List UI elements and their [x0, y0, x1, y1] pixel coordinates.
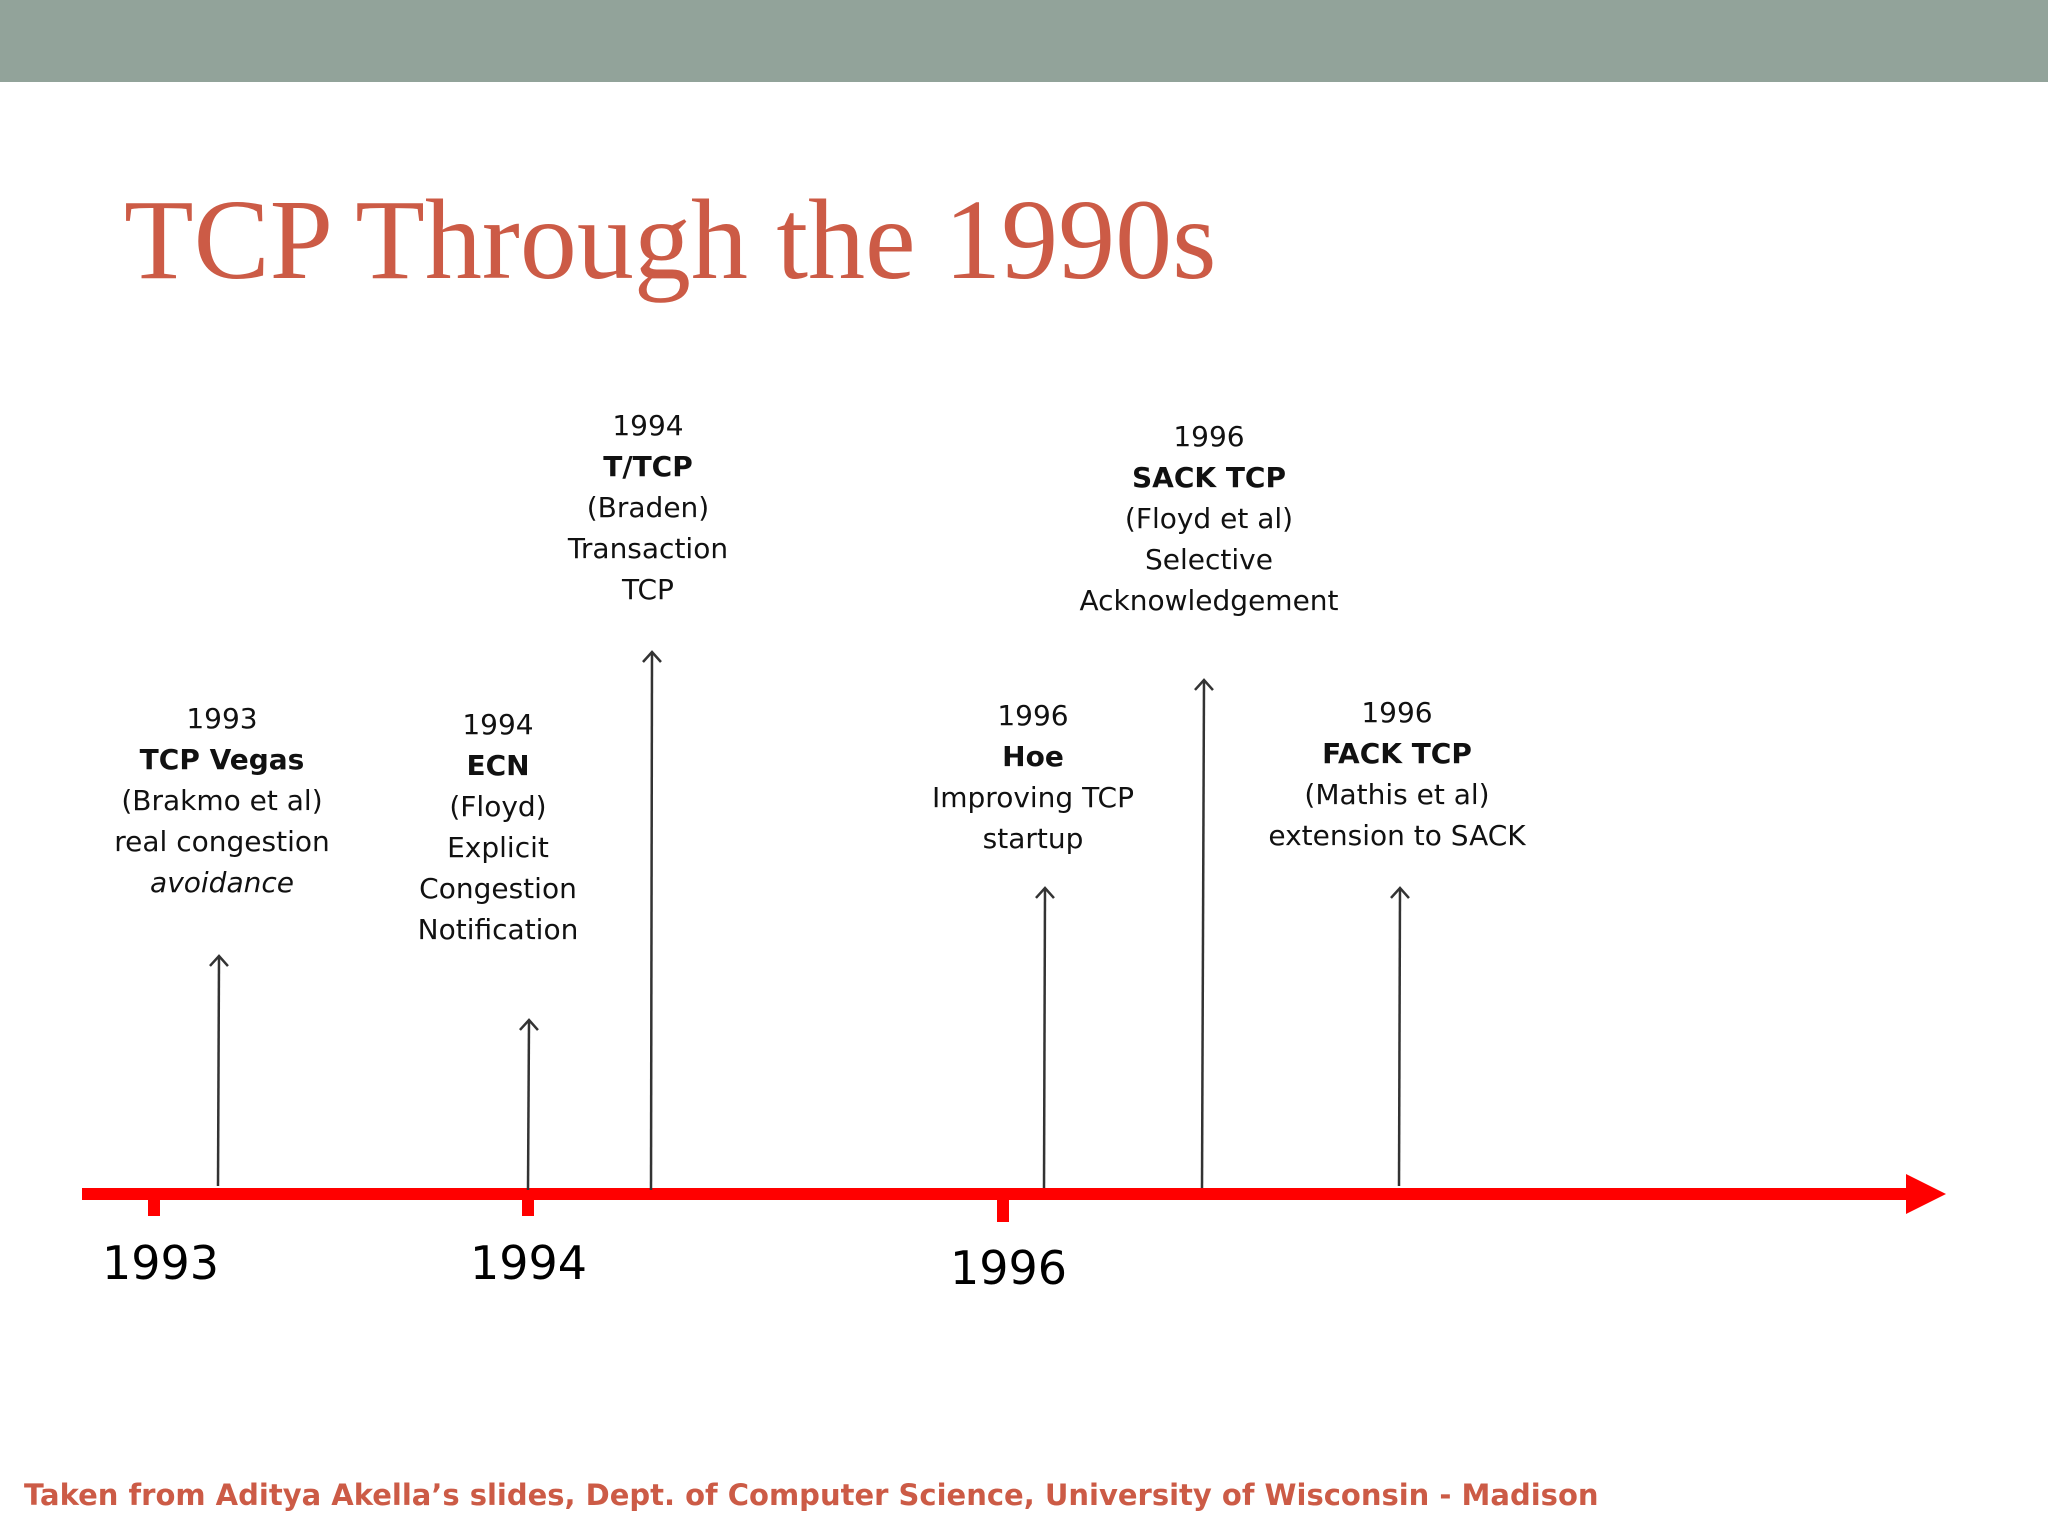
- event-year: 1996: [1173, 420, 1245, 453]
- event-description: Explicit: [447, 831, 549, 864]
- tick-mark-1996: [997, 1194, 1009, 1222]
- tick-label-1996: 1996: [950, 1241, 1068, 1295]
- event-description-emphasis: avoidance: [150, 866, 294, 899]
- event-fack-tcp: 1996 FACK TCP (Mathis et al) extension t…: [1268, 692, 1525, 856]
- event-name: FACK TCP: [1322, 737, 1472, 770]
- event-description: Improving TCP: [931, 781, 1135, 814]
- event-year: 1996: [1361, 696, 1433, 729]
- event-arrow-hoe: [1035, 886, 1055, 1189]
- event-description: Selective: [1145, 543, 1273, 576]
- event-year: 1996: [997, 699, 1069, 732]
- event-year: 1994: [612, 409, 684, 442]
- event-tcp-vegas: 1993 TCP Vegas (Brakmo et al) real conge…: [114, 698, 329, 903]
- event-description: Congestion: [419, 872, 577, 905]
- event-year: 1993: [186, 702, 258, 735]
- event-name: SACK TCP: [1132, 461, 1286, 494]
- event-sack-tcp: 1996 SACK TCP (Floyd et al) Selective Ac…: [1079, 416, 1338, 621]
- event-authors: (Floyd): [449, 790, 547, 823]
- event-arrow-fack-tcp: [1390, 886, 1410, 1187]
- slide-title: TCP Through the 1990s: [124, 176, 1217, 303]
- event-description: real congestion: [114, 825, 330, 858]
- tick-label-1993: 1993: [102, 1236, 220, 1290]
- event-authors: (Mathis et al): [1304, 778, 1490, 811]
- tick-mark-1994: [522, 1194, 534, 1216]
- event-description: Notification: [417, 913, 579, 946]
- timeline-arrowhead: [1906, 1174, 1946, 1214]
- event-t-tcp: 1994 T/TCP (Braden) Transaction TCP: [568, 405, 728, 610]
- tick-mark-1993: [148, 1194, 160, 1216]
- event-description: extension to SACK: [1268, 819, 1526, 852]
- event-year: 1994: [462, 708, 534, 741]
- event-arrow-ecn: [519, 1018, 539, 1191]
- event-authors: (Floyd et al): [1124, 502, 1294, 535]
- event-hoe: 1996 Hoe Improving TCP startup: [932, 695, 1134, 859]
- event-description: Transaction: [567, 532, 729, 565]
- source-credit: Taken from Aditya Akella’s slides, Dept.…: [24, 1478, 1599, 1512]
- top-banner: [0, 0, 2048, 82]
- event-description: TCP: [622, 573, 674, 606]
- event-name: Hoe: [1002, 740, 1064, 773]
- event-arrow-sack-tcp: [1194, 678, 1214, 1189]
- event-arrow-tcp-vegas: [209, 954, 229, 1187]
- event-name: TCP Vegas: [139, 743, 305, 776]
- event-description: Acknowledgement: [1079, 584, 1339, 617]
- event-authors: (Brakmo et al): [121, 784, 323, 817]
- event-description: startup: [982, 822, 1084, 855]
- event-arrow-t-tcp: [642, 650, 662, 1191]
- event-name: T/TCP: [603, 450, 693, 483]
- tick-label-1994: 1994: [470, 1236, 588, 1290]
- event-authors: (Braden): [586, 491, 710, 524]
- event-name: ECN: [466, 749, 530, 782]
- event-ecn: 1994 ECN (Floyd) Explicit Congestion Not…: [418, 704, 579, 950]
